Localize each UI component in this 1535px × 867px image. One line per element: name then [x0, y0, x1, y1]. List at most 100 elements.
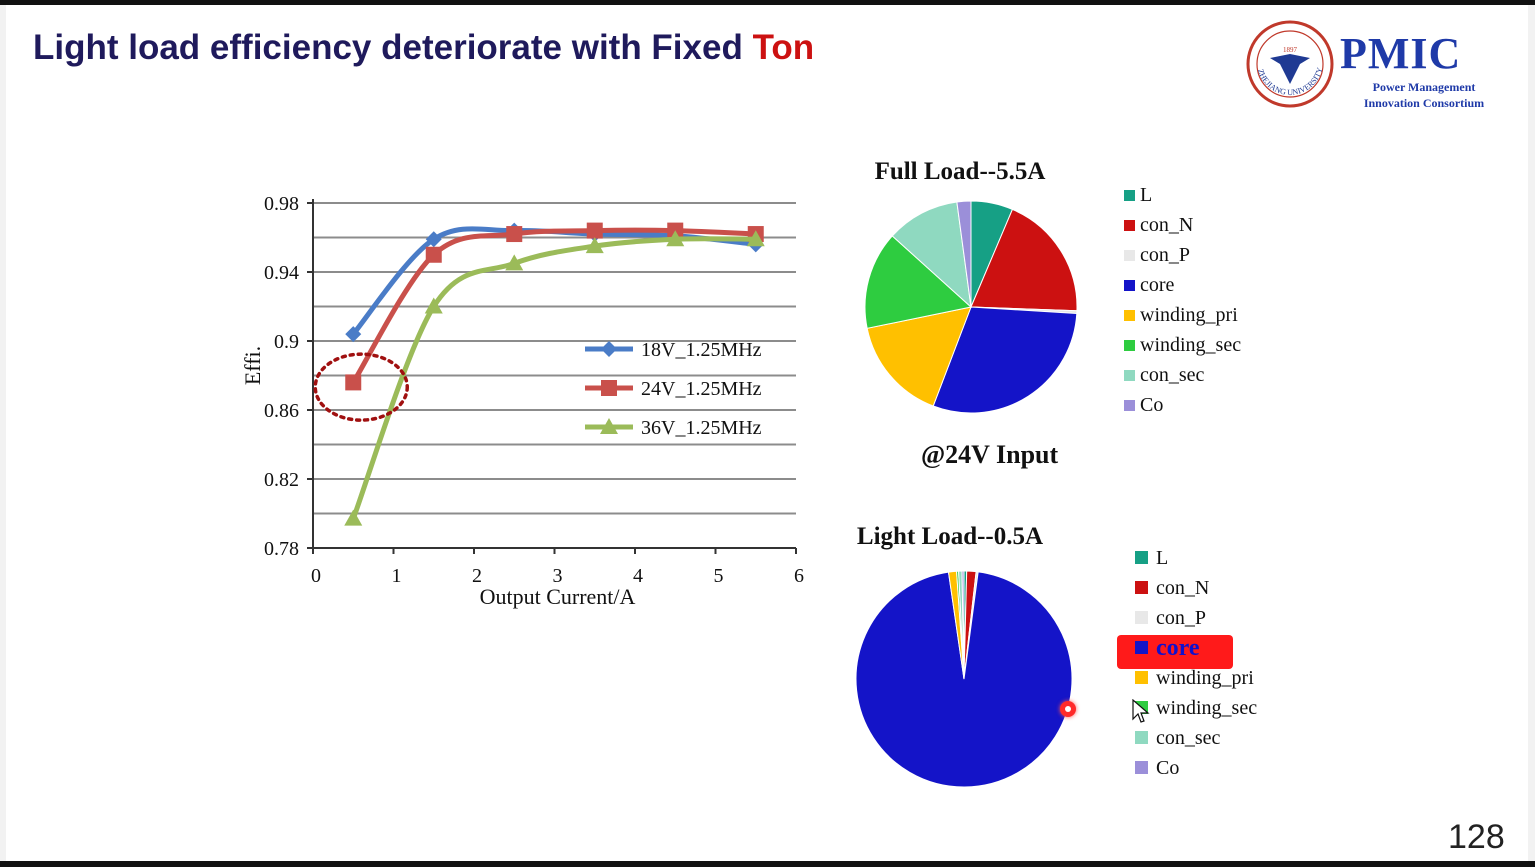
legend-label: winding_sec [1156, 697, 1258, 719]
legend-label: 24V_1.25MHz [641, 378, 762, 400]
legend-swatch [1124, 340, 1135, 351]
pie-title: Light Load--0.5A [857, 523, 1043, 550]
legend-item: 18V_1.25MHz [585, 339, 762, 361]
legend-label: winding_sec [1140, 334, 1242, 356]
series-marker [344, 509, 363, 526]
pie-slice-Co [956, 200, 972, 308]
legend-swatch [1124, 400, 1135, 411]
pie-slice-Co [961, 570, 965, 680]
y-tick-labels: 0.78 0.82 0.86 0.9 0.94 0.98 [264, 193, 313, 560]
slide-title: Light load efficiency deteriorate with F… [33, 28, 814, 68]
legend-swatch [1124, 190, 1135, 201]
title-main: Light load efficiency deteriorate with F… [33, 28, 753, 67]
dotted-ellipse-annotation [313, 352, 409, 422]
page-number: 128 [1448, 818, 1505, 856]
series-marker [600, 418, 618, 434]
series-marker [345, 374, 362, 391]
x-tick-label: 5 [714, 565, 724, 587]
legend-item-winding-pri: winding_pri [1124, 300, 1241, 330]
series-marker [746, 230, 765, 247]
legend-item-winding-sec: winding_sec [1135, 693, 1257, 723]
laser-pointer-icon [1060, 701, 1076, 717]
legend-label: winding_pri [1156, 667, 1254, 689]
logo-line2: Innovation Consortium [1364, 96, 1484, 110]
legend-item-L: L [1124, 180, 1241, 210]
x-tick-label: 1 [392, 565, 402, 587]
legend-item-L: L [1135, 543, 1257, 573]
pie-title: Full Load--5.5A [875, 158, 1046, 185]
legend-swatch [1124, 250, 1135, 261]
legend-item-con-P: con_P [1135, 603, 1257, 633]
legend-item-winding-pri: winding_pri [1135, 663, 1257, 693]
y-tick-label: 0.86 [264, 400, 299, 422]
legend-swatch [1124, 310, 1135, 321]
legend-item-core: core [1124, 270, 1241, 300]
legend-label: core [1140, 274, 1175, 296]
legend-swatch [1135, 611, 1148, 624]
series-marker [345, 326, 362, 343]
series-marker [585, 237, 604, 254]
series-marker [601, 380, 617, 396]
legend-item-con-P: con_P [1124, 240, 1241, 270]
series-marker [425, 231, 442, 248]
y-tick-label: 0.78 [264, 538, 299, 560]
pie-slice-winding-sec [864, 235, 973, 329]
seal-year: 1897 [1283, 46, 1298, 54]
legend-label: 36V_1.25MHz [641, 417, 762, 439]
input-condition-label: @24V Input [921, 440, 1059, 469]
legend-label: con_N [1156, 577, 1210, 599]
series-marker [505, 254, 524, 271]
y-tick-label: 0.82 [264, 469, 299, 491]
pie-slice-winding-pri [866, 306, 972, 407]
efficiency-line-chart: 0.78 0.82 0.86 0.9 0.94 0.98 0 1 2 3 4 5 6 18V_1.25… [240, 193, 804, 609]
legend-swatch [1135, 641, 1148, 654]
legend-item-Co: Co [1135, 753, 1257, 783]
legend-swatch [1135, 671, 1148, 684]
title-accent: Ton [752, 28, 815, 67]
legend-swatch [1135, 731, 1148, 744]
legend-swatch [1135, 761, 1148, 774]
legend-label: L [1156, 547, 1169, 569]
pie-slice-con-sec [891, 201, 972, 309]
series-marker [424, 297, 443, 314]
mouse-cursor-icon [1132, 699, 1150, 723]
legend-item-winding-sec: winding_sec [1124, 330, 1241, 360]
y-tick-label: 0.9 [274, 331, 299, 353]
pie-slice-core [855, 571, 1073, 788]
legend-label: winding_pri [1140, 304, 1238, 326]
legend-item: 36V_1.25MHz [585, 417, 762, 439]
y-tick-label: 0.94 [264, 262, 299, 284]
series-marker [586, 222, 603, 239]
x-tick-labels: 0 1 2 3 4 5 6 [311, 548, 804, 587]
legend-swatch [1124, 370, 1135, 381]
legend-item-con-sec: con_sec [1135, 723, 1257, 753]
legend-label: Co [1140, 394, 1164, 416]
series-marker [506, 226, 523, 243]
x-tick-label: 3 [553, 565, 563, 587]
legend-label: core [1156, 635, 1200, 661]
series-marker [601, 341, 617, 357]
legend-swatch [1135, 581, 1148, 594]
legend-label: con_P [1140, 244, 1190, 266]
legend-label: con_sec [1140, 364, 1205, 386]
legend-label: con_N [1140, 214, 1194, 236]
legend-item-con-sec: con_sec [1124, 360, 1241, 390]
x-tick-label: 6 [794, 565, 804, 587]
light-load-pie-chart: Light Load--0.5A [855, 523, 1073, 788]
x-tick-label: 4 [633, 565, 643, 587]
legend-item-con-N: con_N [1135, 573, 1257, 603]
series-36V_1.25MHz [344, 230, 765, 526]
legend-swatch [1124, 280, 1135, 291]
legend-label: con_sec [1156, 727, 1221, 749]
legend-item-core: core [1135, 633, 1257, 663]
y-tick-label: 0.98 [264, 193, 299, 215]
y-axis-label: Effi. [240, 346, 265, 385]
pie-slice-con-N [970, 208, 1078, 312]
pie-slice-core [932, 306, 1078, 414]
full-load-pie-chart: Full Load--5.5A [864, 158, 1078, 414]
bottom-border [0, 861, 1535, 867]
pie-slices [864, 200, 1078, 414]
legend-item: 24V_1.25MHz [585, 378, 762, 400]
